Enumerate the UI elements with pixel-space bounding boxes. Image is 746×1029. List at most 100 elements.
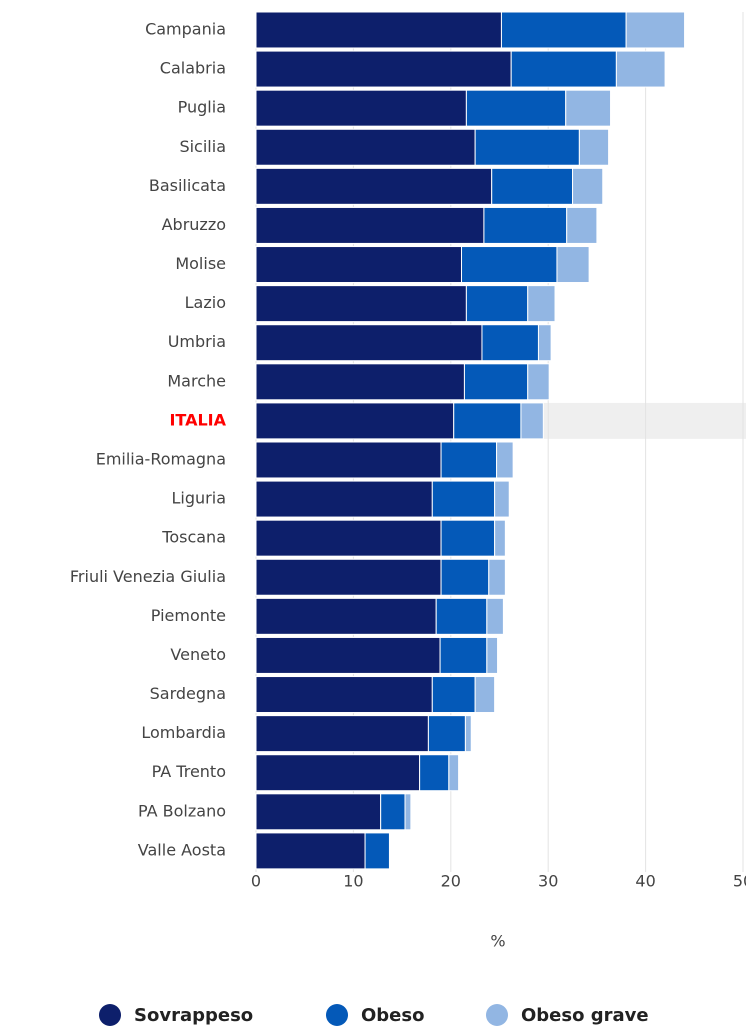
bar-segment xyxy=(255,754,421,792)
bar-segment xyxy=(486,636,499,674)
y-tick-label: Lazio xyxy=(185,293,226,312)
bar-segment xyxy=(255,50,512,88)
bar-segment xyxy=(255,167,493,205)
x-axis-label: % xyxy=(490,932,505,951)
bar-segment xyxy=(527,285,556,323)
bar-segment xyxy=(537,324,552,362)
y-tick-label: Marche xyxy=(167,371,226,390)
bar-segment xyxy=(255,636,441,674)
bar-segment xyxy=(615,50,666,88)
bar-segment xyxy=(364,832,390,870)
x-tick-label: 40 xyxy=(635,872,655,891)
bar-segment xyxy=(474,128,580,166)
y-tick-label: Sardegna xyxy=(150,684,226,703)
bar-segment xyxy=(435,597,488,635)
bar-segment xyxy=(431,676,476,714)
bar-segment xyxy=(255,480,433,518)
legend-marker xyxy=(99,1004,121,1026)
bar-segment xyxy=(625,11,686,49)
bar-segment xyxy=(510,50,617,88)
bar-segment xyxy=(427,715,466,753)
y-tick-label: Umbria xyxy=(168,332,226,351)
legend-marker xyxy=(326,1004,348,1026)
bar-segment xyxy=(500,11,627,49)
y-tick-label: Toscana xyxy=(161,528,226,547)
legend-label: Obeso xyxy=(361,1005,424,1026)
y-tick-label: Molise xyxy=(175,254,226,273)
bar-segment xyxy=(255,519,442,557)
y-tick-label: Friuli Venezia Giulia xyxy=(70,567,226,586)
bar-segment xyxy=(255,597,437,635)
bar-segment xyxy=(404,793,412,831)
bar-segment xyxy=(565,89,612,127)
bar-segment xyxy=(439,636,488,674)
bar-segment xyxy=(474,676,496,714)
bar-segment xyxy=(527,363,550,401)
bar-segment xyxy=(440,441,498,479)
bar-segment xyxy=(255,89,467,127)
y-tick-label: Veneto xyxy=(170,645,226,664)
bar-segment xyxy=(488,558,506,596)
y-tick-label: PA Trento xyxy=(152,762,226,781)
x-tick-label: 30 xyxy=(538,872,558,891)
bar-segment xyxy=(461,246,558,284)
y-tick-label: Valle Aosta xyxy=(138,840,226,859)
bar-segment xyxy=(431,480,496,518)
y-tick-label: Abruzzo xyxy=(162,215,226,234)
bar-segment xyxy=(481,324,539,362)
bar-segment xyxy=(566,206,598,244)
bar-segment xyxy=(496,441,514,479)
bar-segment xyxy=(419,754,450,792)
bar-segment xyxy=(465,285,529,323)
bar-segment xyxy=(494,480,510,518)
y-tick-label: ITALIA xyxy=(169,410,226,429)
bar-segment xyxy=(255,246,463,284)
bar-segment xyxy=(464,715,472,753)
bar-segment xyxy=(380,793,406,831)
legend-label: Sovrappeso xyxy=(134,1005,253,1026)
bar-segment xyxy=(255,402,455,440)
y-tick-label: Campania xyxy=(145,19,226,38)
bar-segment xyxy=(255,793,382,831)
legend-marker xyxy=(486,1004,508,1026)
bar-segment xyxy=(572,167,604,205)
bar-segment xyxy=(483,206,568,244)
y-tick-label: Puglia xyxy=(178,98,226,117)
y-tick-label: Basilicata xyxy=(149,176,226,195)
bar-segment xyxy=(465,89,567,127)
bar-segment xyxy=(440,558,490,596)
bar-segment xyxy=(494,519,506,557)
bar-segment xyxy=(453,402,522,440)
x-tick-label: 50 xyxy=(733,872,746,891)
bar-segment xyxy=(440,519,496,557)
bar-segment xyxy=(486,597,504,635)
bar-segment xyxy=(255,558,442,596)
bar-segment xyxy=(448,754,460,792)
y-tick-label: Piemonte xyxy=(151,606,226,625)
bar-segment xyxy=(556,246,590,284)
x-tick-label: 10 xyxy=(343,872,363,891)
bar-segment xyxy=(255,363,465,401)
bar-segment xyxy=(255,832,366,870)
legend-label: Obeso grave xyxy=(521,1005,649,1026)
y-tick-label: Liguria xyxy=(172,489,226,508)
x-tick-label: 0 xyxy=(251,872,261,891)
bar-segment xyxy=(255,441,442,479)
bar-segment xyxy=(255,11,502,49)
bar-segment xyxy=(255,285,467,323)
bar-segment xyxy=(255,715,429,753)
y-tick-label: PA Bolzano xyxy=(138,801,226,820)
y-tick-label: Sicilia xyxy=(179,137,226,156)
bar-segment xyxy=(578,128,610,166)
bar-segment xyxy=(463,363,529,401)
y-tick-label: Emilia-Romagna xyxy=(96,449,226,468)
bar-segment xyxy=(491,167,574,205)
bar-segment xyxy=(255,206,485,244)
bar-segment xyxy=(520,402,544,440)
bar-segment xyxy=(255,324,483,362)
y-tick-label: Lombardia xyxy=(141,723,226,742)
y-tick-label: Calabria xyxy=(160,59,226,78)
bar-segment xyxy=(255,128,476,166)
bar-segment xyxy=(255,676,433,714)
